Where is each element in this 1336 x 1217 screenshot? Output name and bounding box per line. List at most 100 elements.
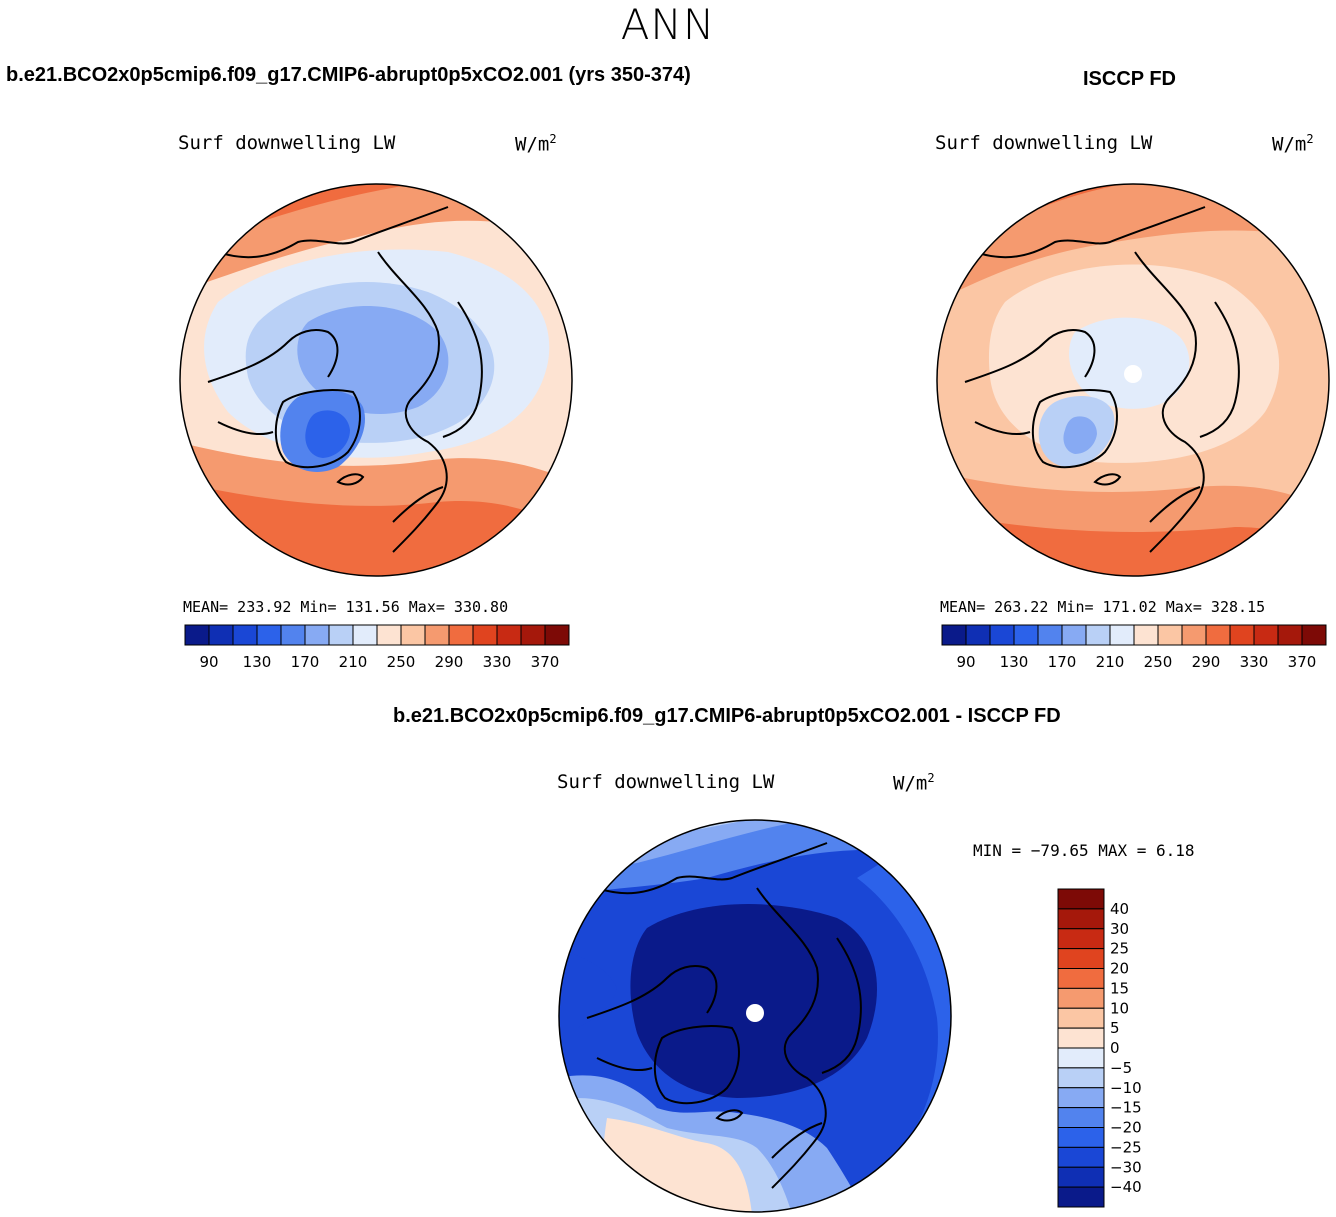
left-colorbar-box [256, 624, 282, 646]
diff-colorbar-box [1057, 888, 1105, 910]
left-colorbar-tick-label: 130 [243, 653, 272, 671]
left-colorbar-box [520, 624, 546, 646]
left-colorbar-box [280, 624, 306, 646]
diff-polar-map [558, 819, 952, 1213]
left-variable-label: Surf downwelling LW [178, 132, 396, 154]
right-region-arctic [1069, 317, 1190, 409]
left-map-border [179, 183, 573, 577]
right-colorbar-box [1301, 624, 1327, 646]
left-colorbar: 90 130 170 210 250 290 330 370 [184, 624, 570, 671]
right-colorbar-tick-label: 330 [1240, 653, 1269, 671]
right-panel-title: ISCCP FD [1083, 68, 1176, 90]
diff-colorbar-box [1057, 1186, 1105, 1208]
right-colorbar-box [1253, 624, 1279, 646]
left-colorbar-tick-label: 210 [339, 653, 368, 671]
left-colorbar-box [304, 624, 330, 646]
diff-colorbar-tick-label: 10 [1110, 999, 1129, 1017]
diff-colorbar-tick-label: 30 [1110, 920, 1129, 938]
left-colorbar-box [544, 624, 570, 646]
diff-colorbar-box [1057, 1047, 1105, 1069]
right-colorbar-box [1013, 624, 1039, 646]
diff-colorbar-tick-label: 25 [1110, 940, 1129, 958]
right-colorbar-tick-label: 370 [1288, 653, 1317, 671]
left-colorbar-box [352, 624, 378, 646]
diff-colorbar-box [1057, 987, 1105, 1009]
right-colorbar-tick-label: 250 [1144, 653, 1173, 671]
diff-colorbar-box [1057, 1027, 1105, 1049]
right-colorbar-tick-label: 290 [1192, 653, 1221, 671]
left-colorbar-tick-label: 250 [387, 653, 416, 671]
diff-colorbar-tick-label: −25 [1110, 1138, 1142, 1156]
right-colorbar-box [1205, 624, 1231, 646]
diff-colorbar-box [1057, 928, 1105, 950]
diff-stats: MIN = −79.65 MAX = 6.18 [973, 841, 1195, 860]
diff-colorbar-box [1057, 908, 1105, 930]
diff-map-border [558, 819, 952, 1213]
left-region-greenland-core [305, 410, 350, 458]
diff-colorbar-box [1057, 1087, 1105, 1109]
left-colorbar-box [208, 624, 234, 646]
left-colorbar-box [232, 624, 258, 646]
diff-colorbar-tick-label: 0 [1110, 1039, 1120, 1057]
right-colorbar-tick-label: 210 [1096, 653, 1125, 671]
left-colorbar-tick-label: 170 [291, 653, 320, 671]
diff-colorbar-tick-label: 20 [1110, 960, 1129, 978]
season-title: ANN [620, 0, 716, 49]
right-variable-label: Surf downwelling LW [935, 132, 1153, 154]
left-colorbar-box [496, 624, 522, 646]
left-coastlines [207, 206, 483, 553]
right-region-greenland-core [1063, 416, 1097, 454]
diff-colorbar-tick-label: 5 [1110, 1019, 1120, 1037]
left-stats: MEAN= 233.92 Min= 131.56 Max= 330.80 [183, 598, 509, 616]
right-colorbar-box [1229, 624, 1255, 646]
left-colorbar-tick-label: 370 [531, 653, 560, 671]
diff-coastlines [586, 842, 862, 1189]
left-colorbar-box [376, 624, 402, 646]
diff-colorbar-tick-label: 40 [1110, 900, 1129, 918]
diff-colorbar-tick-label: −30 [1110, 1158, 1142, 1176]
left-colorbar-box [184, 624, 210, 646]
right-colorbar-tick-label: 170 [1048, 653, 1077, 671]
right-colorbar-box [1085, 624, 1111, 646]
right-units-label: W/m2 [1272, 132, 1314, 156]
right-colorbar-box [1061, 624, 1087, 646]
left-colorbar-box [400, 624, 426, 646]
right-pole-hole [1124, 365, 1142, 383]
diff-region-west [559, 948, 617, 1028]
left-colorbar-tick-label: 90 [199, 653, 218, 671]
left-units-label: W/m2 [515, 132, 557, 156]
right-colorbar-box [941, 624, 967, 646]
diff-panel-title: b.e21.BCO2x0p5cmip6.f09_g17.CMIP6-abrupt… [393, 705, 1061, 727]
left-colorbar-box [328, 624, 354, 646]
diff-colorbar-box [1057, 1107, 1105, 1128]
left-colorbar-box [472, 624, 498, 646]
diff-colorbar-tick-label: −40 [1110, 1178, 1142, 1196]
right-colorbar: 90 130 170 210 250 290 330 370 [941, 624, 1327, 671]
right-colorbar-tick-label: 90 [956, 653, 975, 671]
diff-colorbar-box [1057, 1007, 1105, 1029]
diff-colorbar-box [1057, 1166, 1105, 1188]
diff-colorbar-box [1057, 968, 1105, 989]
right-colorbar-box [1181, 624, 1207, 646]
right-colorbar-box [965, 624, 991, 646]
right-colorbar-box [1133, 624, 1159, 646]
right-polar-map [936, 183, 1330, 577]
diff-pole-hole [746, 1004, 764, 1022]
diff-variable-label: Surf downwelling LW [557, 771, 775, 793]
right-stats: MEAN= 263.22 Min= 171.02 Max= 328.15 [940, 598, 1266, 616]
right-colorbar-box [989, 624, 1015, 646]
diff-region-arctic-core [630, 904, 877, 1098]
left-region-arctic [297, 305, 449, 415]
diff-colorbar-tick-label: −15 [1110, 1099, 1142, 1117]
left-colorbar-tick-label: 330 [483, 653, 512, 671]
diff-colorbar-box [1057, 1067, 1105, 1089]
diff-colorbar-box [1057, 1146, 1105, 1168]
diff-colorbar-tick-label: −5 [1110, 1059, 1132, 1077]
right-colorbar-box [1109, 624, 1135, 646]
left-panel-title: b.e21.BCO2x0p5cmip6.f09_g17.CMIP6-abrupt… [6, 64, 691, 86]
diff-units-label: W/m2 [893, 771, 935, 795]
left-colorbar-box [448, 624, 474, 646]
right-colorbar-box [1277, 624, 1303, 646]
diff-colorbar-tick-label: 15 [1110, 979, 1129, 997]
left-colorbar-box [424, 624, 450, 646]
